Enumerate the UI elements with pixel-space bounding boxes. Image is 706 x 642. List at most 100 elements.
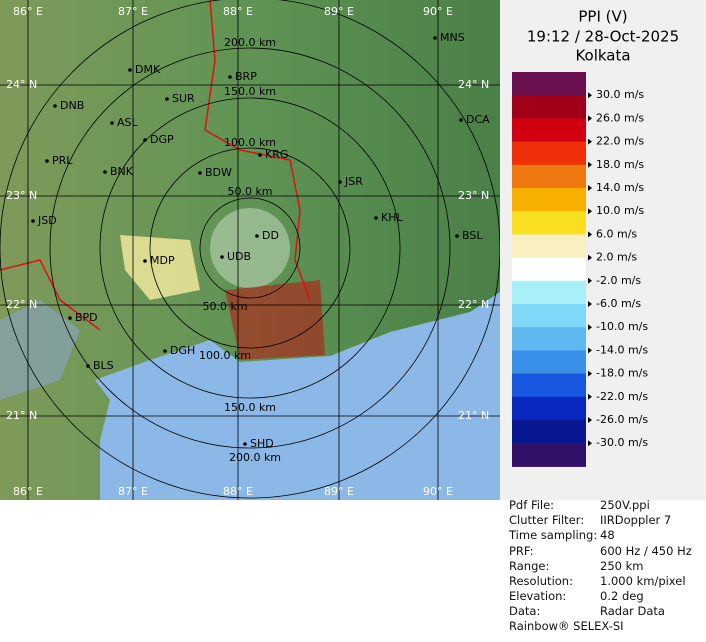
legend-swatch <box>512 443 586 467</box>
legend-swatch <box>512 327 586 351</box>
legend-label: 2.0 m/s <box>596 251 637 264</box>
legend-tick <box>588 440 592 447</box>
info-key: PRF: <box>509 543 534 558</box>
legend-swatch <box>512 350 586 375</box>
lon-label-top: 88° E <box>223 5 253 18</box>
legend-label: -2.0 m/s <box>596 274 641 287</box>
info-key: Time sampling: <box>509 528 598 543</box>
city-dot <box>86 364 90 368</box>
city-dot <box>455 234 459 238</box>
legend-swatch <box>512 118 586 143</box>
footer: Rainbow® SELEX-SI <box>509 619 624 633</box>
city-label: BLS <box>93 359 114 372</box>
city-label: DGH <box>170 344 195 357</box>
city-label: BSL <box>462 229 483 242</box>
lat-label-right: 23° N <box>458 189 489 202</box>
sea <box>95 292 500 500</box>
legend-tick <box>588 231 592 238</box>
info-key: Data: <box>509 604 541 619</box>
legend-tick <box>588 185 592 191</box>
city-label: DGP <box>150 133 174 146</box>
legend-tick <box>588 161 592 168</box>
legend-swatch <box>512 164 586 189</box>
city-dot <box>68 316 72 320</box>
legend-swatch <box>512 141 586 166</box>
legend-label: 30.0 m/s <box>596 88 644 101</box>
echo <box>225 280 325 360</box>
lon-label-bottom: 90° E <box>423 485 453 498</box>
city-dot <box>110 121 114 125</box>
legend-tick <box>588 347 592 354</box>
city-label: KHL <box>381 211 403 224</box>
lon-label-top: 89° E <box>324 5 354 18</box>
city-dot <box>53 104 57 108</box>
lat-label-left: 24° N <box>6 78 37 91</box>
info-value: 250 km <box>600 558 644 573</box>
lon-label-bottom: 89° E <box>324 485 354 498</box>
city-dot <box>228 75 232 79</box>
lat-label-left: 23° N <box>6 189 37 202</box>
info-value: 600 Hz / 450 Hz <box>600 543 692 558</box>
city-dot <box>165 97 169 101</box>
city-label: SUR <box>172 92 195 105</box>
city-label: DCA <box>466 113 490 126</box>
city-dot <box>433 36 437 40</box>
legend-swatch <box>512 188 586 212</box>
info-key: Resolution: <box>509 574 573 588</box>
city-dot <box>143 138 147 142</box>
city-label: BRP <box>235 70 257 83</box>
legend-swatch <box>512 304 586 328</box>
city-label: BPD <box>75 311 98 324</box>
legend-swatch <box>512 257 586 282</box>
city-label: MDP <box>150 254 175 267</box>
city-dot <box>255 234 259 238</box>
city-dot <box>258 153 262 157</box>
range-label: 50.0 km <box>227 185 272 198</box>
legend-tick <box>588 393 592 400</box>
range-label: 200.0 km <box>224 36 276 49</box>
lat-label-right: 22° N <box>458 298 489 311</box>
city-label: SHD <box>250 437 274 450</box>
legend-label: 26.0 m/s <box>596 111 644 124</box>
range-label: 100.0 km <box>224 136 276 149</box>
legend-swatch <box>512 396 586 421</box>
time: 19:12 / 28-Oct-2025 <box>527 28 679 46</box>
range-ring <box>49 47 451 449</box>
legend-tick <box>588 324 592 331</box>
info-value: 0.2 deg <box>600 589 644 604</box>
legend-tick <box>588 92 592 99</box>
lon-label-top: 87° E <box>118 5 148 18</box>
legend-swatch <box>512 420 586 444</box>
legend-label: 10.0 m/s <box>596 204 644 217</box>
legend-swatch <box>512 72 586 96</box>
legend-label: -26.0 m/s <box>596 413 648 426</box>
city-label: UDB <box>227 250 251 263</box>
legend-tick <box>588 301 592 307</box>
city-dot <box>143 259 147 263</box>
range-ring <box>99 97 401 399</box>
city-dot <box>31 219 35 223</box>
title: PPI (V) <box>578 8 627 26</box>
range-label: 50.0 km <box>202 300 247 313</box>
legend-panel: PPI (V) 19:12 / 28-Oct-2025 Kolkata 30.0… <box>500 0 706 500</box>
lat-label-right: 21° N <box>458 409 489 422</box>
city-label: PRL <box>52 154 73 167</box>
city-dot <box>45 159 49 163</box>
city-dot <box>243 442 247 446</box>
city-dot <box>163 349 167 353</box>
lat-label-right: 24° N <box>458 78 489 91</box>
lon-label-top: 90° E <box>423 5 453 18</box>
city-dot <box>374 216 378 220</box>
lon-label-bottom: 86° E <box>13 485 43 498</box>
legend-label: -30.0 m/s <box>596 436 648 449</box>
legend-label: -22.0 m/s <box>596 390 648 403</box>
legend-tick <box>588 277 592 284</box>
city-label: JSD <box>37 214 57 227</box>
echo <box>120 235 200 300</box>
city-label: BNK <box>110 165 134 178</box>
city-dot <box>198 171 202 175</box>
legend-label: -14.0 m/s <box>596 343 648 356</box>
lat-label-left: 22° N <box>6 298 37 311</box>
range-ring <box>0 0 500 499</box>
